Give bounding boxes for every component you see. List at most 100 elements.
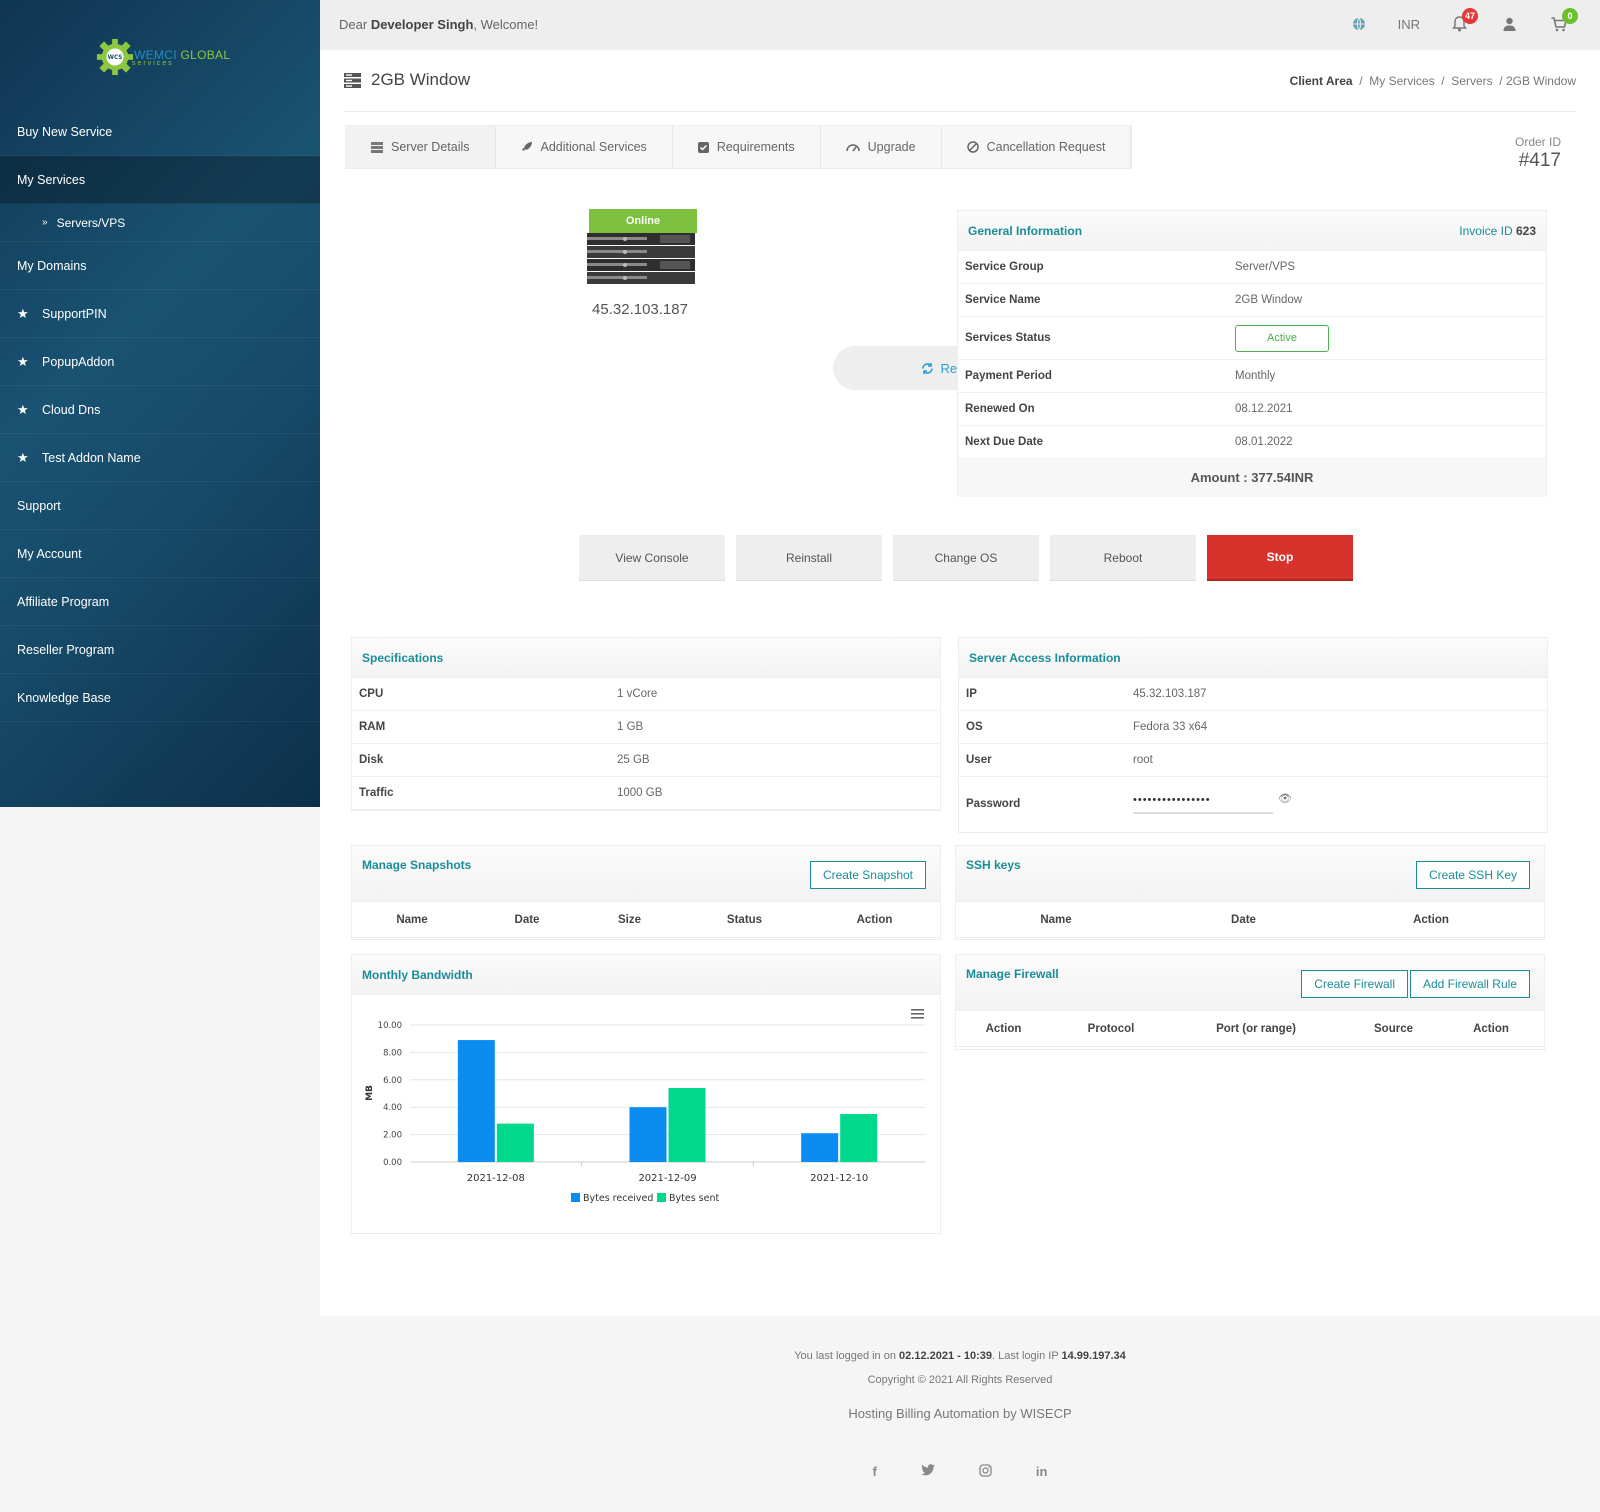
create-ssh-key-button[interactable]: Create SSH Key [1415,861,1530,889]
sidebar-item-servers-vps[interactable]: » Servers/VPS [0,204,320,242]
breadcrumb-client-area[interactable]: Client Area [1289,74,1353,88]
sidebar-item-supportpin[interactable]: ★ SupportPIN [0,290,320,338]
column-header: Action [856,913,893,926]
spec-key: Traffic [359,787,394,799]
sidebar-item-label: Servers/VPS [56,215,126,230]
sidebar-item-knowledge-base[interactable]: Knowledge Base [0,674,320,722]
info-row: Service Group Server/VPS [958,251,1546,284]
y-tick-label: 10.00 [378,1021,402,1031]
logo[interactable]: WCS WEMCI GLOBAL services [96,38,236,80]
sidebar-item-reseller-program[interactable]: Reseller Program [0,626,320,674]
add-firewall-rule-button[interactable]: Add Firewall Rule [1409,970,1530,998]
sidebar-item-my-services[interactable]: My Services [0,156,320,204]
x-tick-label: 2021-12-08 [467,1173,525,1184]
change-os-button[interactable]: Change OS [893,535,1039,581]
sidebar-item-cloud-dns[interactable]: ★ Cloud Dns [0,386,320,434]
double-chevron-right-icon: » [42,216,48,228]
info-key: Payment Period [965,370,1052,382]
bar-bytes-received [457,1040,495,1162]
sidebar-item-buy-new-service[interactable]: Buy New Service [0,108,320,156]
column-header: Port (or range) [1216,1022,1296,1035]
spec-value: 25 GB [617,754,650,766]
reinstall-button[interactable]: Reinstall [736,535,882,581]
bar-bytes-received [801,1133,839,1162]
breadcrumb-my-services[interactable]: My Services [1369,74,1435,88]
order-id-label: Order ID [1514,135,1561,149]
view-console-button[interactable]: View Console [579,535,725,581]
spec-key: Disk [359,754,384,766]
bar-bytes-sent [840,1114,878,1162]
sidebar: WCS WEMCI GLOBAL services Buy New Servic… [0,0,320,807]
tab-cancellation-request[interactable]: Cancellation Request [942,126,1132,168]
tab-label: Cancellation Request [986,140,1106,154]
snapshots-title: Manage Snapshots [362,858,472,872]
sidebar-item-label: My Domains [17,258,87,273]
info-row: Services Status Active [958,317,1546,360]
info-key: Services Status [965,332,1051,344]
facebook-icon[interactable]: f [872,1464,877,1479]
cart-icon[interactable]: 0 [1548,8,1578,36]
breadcrumb-separator: / [1359,74,1363,88]
currency-selector[interactable]: INR [1397,16,1420,32]
twitter-icon[interactable] [920,1464,935,1476]
globe-icon[interactable] [1348,12,1370,36]
logo-brand: WEMCI GLOBAL [134,48,230,62]
tab-additional-services[interactable]: Additional Services [496,126,673,168]
sidebar-item-my-domains[interactable]: My Domains [0,242,320,290]
tab-upgrade[interactable]: Upgrade [821,126,942,168]
access-key: OS [966,721,983,733]
create-snapshot-button[interactable]: Create Snapshot [809,861,926,889]
tab-label: Upgrade [867,140,916,154]
password-field[interactable]: •••••••••••••••• 👁 [1133,793,1292,814]
info-key: Renewed On [965,403,1035,415]
ssh-table-header: Name Date Action [956,902,1544,938]
powered-by-link[interactable]: Hosting Billing Automation by WISECP [848,1406,1072,1421]
spec-value: 1000 GB [617,787,663,799]
tab-server-details[interactable]: Server Details [346,126,496,168]
breadcrumb: Client Area / My Services / Servers / 2G… [1290,74,1576,88]
user-name: Developer Singh [370,17,474,32]
access-row: Password •••••••••••••••• 👁 [959,777,1547,831]
sidebar-nav: Buy New Service My Services » Servers/VPS… [0,108,320,722]
sidebar-item-popupaddon[interactable]: ★ PopupAddon [0,338,320,386]
spec-value: 1 vCore [617,688,658,700]
eye-icon[interactable]: 👁 [1278,793,1293,805]
ssh-keys-title: SSH keys [966,858,1021,872]
reboot-button[interactable]: Reboot [1050,535,1196,581]
sidebar-item-label: Support [17,498,61,513]
info-row: Renewed On 08.12.2021 [958,393,1546,426]
page-title: 2GB Window [344,70,470,90]
create-firewall-button[interactable]: Create Firewall [1301,970,1408,998]
page-header: 2GB Window Client Area / My Services / S… [344,60,1576,112]
firewall-table-header: Action Protocol Port (or range) Source A… [956,1011,1544,1047]
column-header: Status [726,913,763,926]
access-key: IP [966,688,977,700]
user-icon[interactable] [1498,12,1520,36]
server-summary: Online 45.32.103.187 [510,207,770,318]
gear-logo-icon: WCS [96,38,134,76]
spec-row: Disk 25 GB [352,744,940,777]
notifications-bell-icon[interactable]: 47 [1448,8,1478,36]
sidebar-item-my-account[interactable]: My Account [0,530,320,578]
star-icon: ★ [17,353,29,369]
sidebar-item-label: Buy New Service [17,124,113,139]
logo-sub: services [132,60,174,67]
tab-requirements[interactable]: Requirements [673,126,821,168]
linkedin-icon[interactable]: in [1035,1464,1048,1479]
instagram-icon[interactable] [979,1464,992,1477]
invoice-id[interactable]: Invoice ID 623 [1459,211,1536,251]
column-header: Date [1231,913,1256,926]
spec-row: RAM 1 GB [352,711,940,744]
spec-key: CPU [359,688,384,700]
snapshots-table-header: Name Date Size Status Action [352,902,940,938]
sidebar-item-test-addon-name[interactable]: ★ Test Addon Name [0,434,320,482]
chart-menu-icon-line [911,1017,924,1019]
column-header: Size [617,913,641,926]
info-row: Payment Period Monthly [958,360,1546,393]
stop-button[interactable]: Stop [1207,535,1353,581]
top-icons: INR 47 0 [1348,8,1578,36]
sidebar-item-support[interactable]: Support [0,482,320,530]
top-bar: Dear Developer Singh, Welcome! INR 47 0 [320,0,1600,50]
breadcrumb-servers[interactable]: Servers [1451,74,1493,88]
sidebar-item-affiliate-program[interactable]: Affiliate Program [0,578,320,626]
